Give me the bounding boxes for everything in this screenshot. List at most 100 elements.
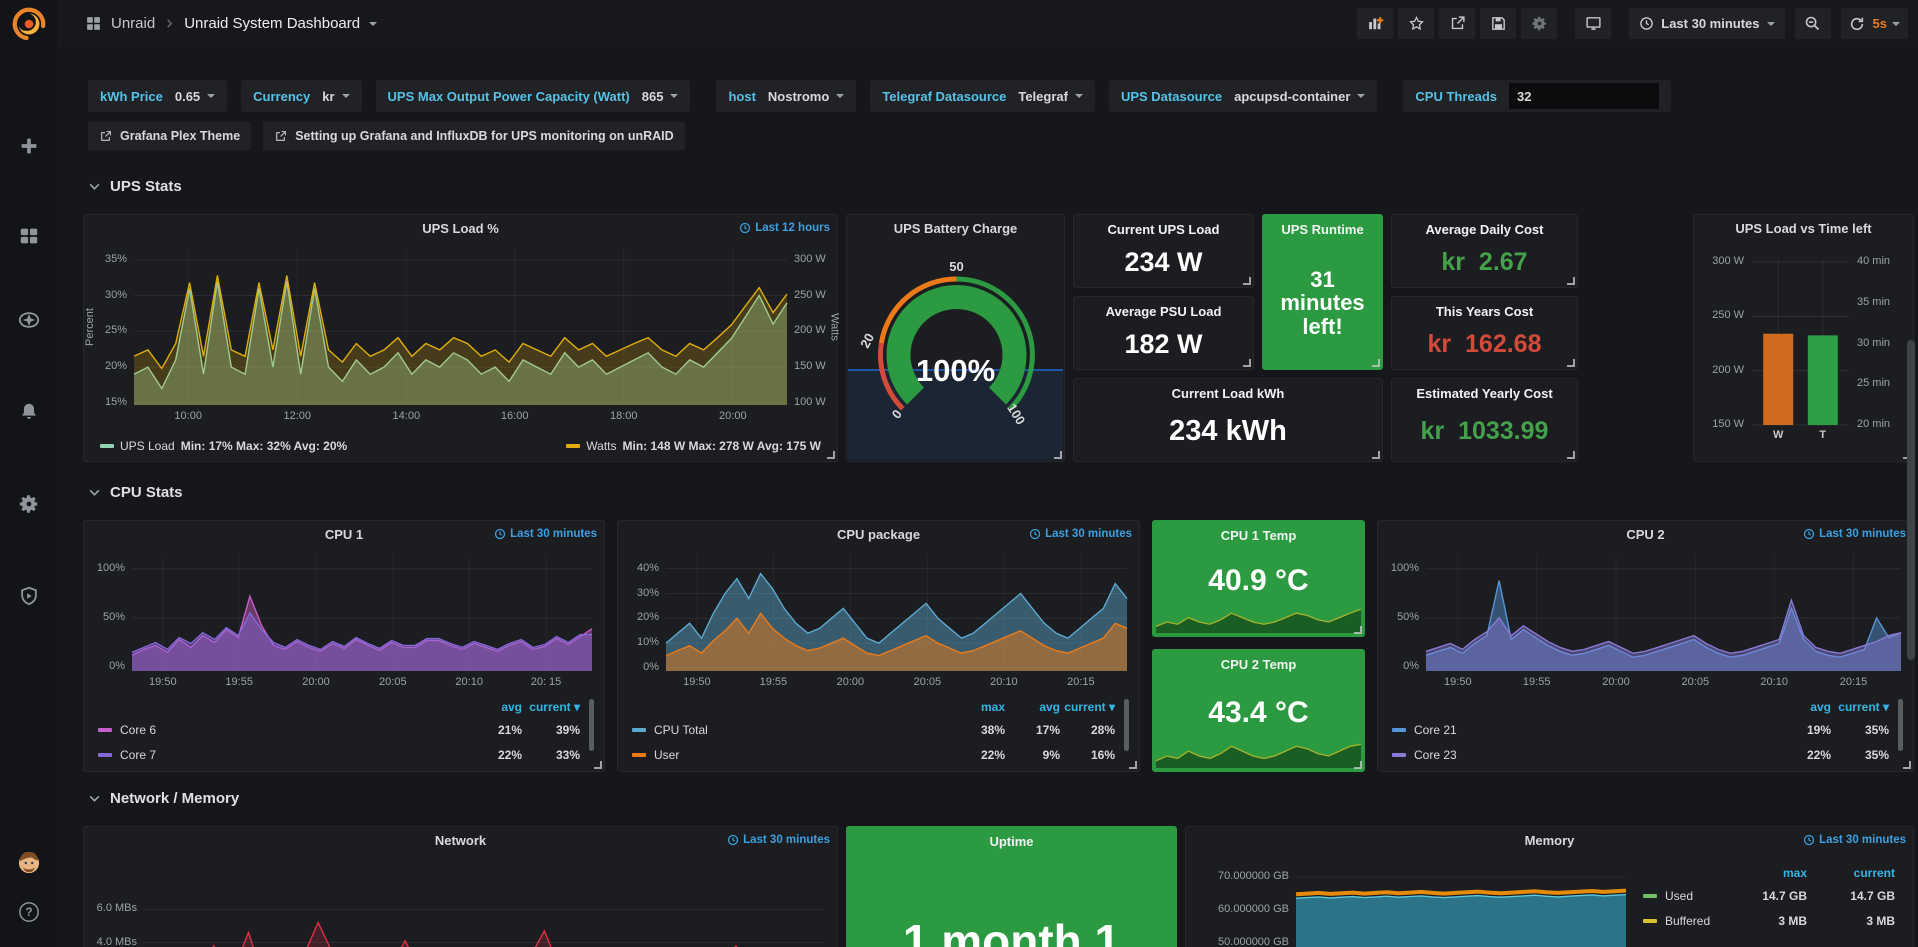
panel-time-range[interactable]: Last 30 minutes	[1803, 528, 1906, 540]
cpu2-chart[interactable]: 100% 50% 0% 19:50 19:55 20:00 20:05 20:10 20:15	[1391, 555, 1902, 688]
panel-title[interactable]: Current Load kWh	[1171, 386, 1285, 401]
legend-sort-header-max[interactable]: max	[980, 700, 1005, 714]
panel-title[interactable]: UPS Battery Charge	[893, 221, 1018, 236]
dashboard-title[interactable]: Unraid System Dashboard	[184, 15, 361, 32]
cpu1-chart[interactable]: 100% 50% 0% 19:50 19:55 20:00 20:05 20:10 20: 15	[97, 555, 593, 688]
legend-series-core-6[interactable]: Core 6	[98, 723, 464, 737]
cpu-threads-input[interactable]	[1509, 83, 1660, 109]
save-dashboard-button[interactable]	[1480, 8, 1517, 39]
variable-host[interactable]: host Nostromo	[716, 80, 857, 112]
legend-series-user[interactable]: User	[632, 748, 950, 762]
link-grafana-plex-theme[interactable]: Grafana Plex Theme	[88, 122, 252, 150]
add-panel-button[interactable]	[1357, 8, 1394, 39]
zoom-out-time-button[interactable]	[1794, 8, 1831, 39]
panel-title[interactable]: Average Daily Cost	[1425, 222, 1544, 237]
section-network-memory[interactable]: Network / Memory	[88, 790, 239, 807]
memory-chart[interactable]: 70.000000 GB 60.000000 GB 50.000000 GB	[1218, 859, 1627, 947]
panel-title[interactable]: Memory	[1524, 833, 1575, 848]
panel-title[interactable]: CPU 2 Temp	[1220, 657, 1297, 672]
panel-title[interactable]: CPU 1 Temp	[1220, 528, 1297, 543]
legend-scrollbar[interactable]	[1898, 699, 1903, 751]
panel-current-ups-load: Current UPS Load 234 W	[1073, 214, 1254, 288]
time-range-picker[interactable]: Last 30 minutes	[1629, 8, 1785, 39]
panel-time-range[interactable]: Last 30 minutes	[727, 834, 830, 846]
breadcrumb[interactable]: Unraid Unraid System Dashboard	[85, 0, 378, 47]
panel-title[interactable]: UPS Runtime	[1281, 222, 1364, 237]
variable-ups-max-output[interactable]: UPS Max Output Power Capacity (Watt) 865	[375, 80, 691, 112]
sidebar-item-configuration[interactable]	[0, 482, 57, 526]
svg-text:?: ?	[25, 905, 32, 919]
panel-title[interactable]: UPS Load vs Time left	[1735, 221, 1872, 236]
panel-time-range[interactable]: Last 30 minutes	[1803, 834, 1906, 846]
legend-series-used[interactable]: Used	[1643, 889, 1719, 903]
share-dashboard-button[interactable]	[1439, 8, 1476, 39]
legend-series-core-21[interactable]: Core 21	[1392, 723, 1773, 737]
load-vs-time-chart[interactable]: 300 W 250 W 200 W 150 W 40 min 35 min 30 min 25…	[1712, 255, 1890, 441]
legend-series-buffered[interactable]: Buffered	[1643, 914, 1719, 928]
legend-item-ups-load[interactable]: UPS Load Min: 17% Max: 32% Avg: 20%	[100, 438, 347, 454]
page-scrollbar[interactable]	[1907, 340, 1915, 660]
axis-tick-label: 20:15	[1839, 676, 1868, 688]
panel-time-range[interactable]: Last 30 minutes	[1029, 528, 1132, 540]
legend-sort-header-avg[interactable]: avg	[501, 700, 522, 714]
ups-load-chart[interactable]: 35% 30% 25% 20% 15% Percent 300 W 250 W 200 W 150…	[84, 249, 841, 422]
battery-gauge[interactable]: 0 20 50 100	[855, 243, 1058, 433]
panel-title[interactable]: Network	[434, 833, 487, 848]
sidebar-item-create[interactable]	[0, 124, 57, 168]
panel-title[interactable]: CPU 2	[1626, 527, 1665, 542]
legend-series-cpu-total[interactable]: CPU Total	[632, 723, 950, 737]
sidebar-item-profile[interactable]	[0, 841, 57, 885]
stat-value: 31 minutes left!	[1280, 267, 1371, 339]
legend-sort-header-avg[interactable]: avg	[1039, 700, 1060, 714]
legend-series-core-23[interactable]: Core 23	[1392, 748, 1773, 762]
panel-time-range[interactable]: Last 12 hours	[739, 222, 830, 234]
dashboard-settings-button[interactable]	[1521, 8, 1558, 39]
axis-tick-label: 250 W	[1712, 309, 1744, 322]
axis-tick-label: 6.0 MBs	[96, 902, 137, 915]
grafana-logo[interactable]	[8, 3, 49, 44]
breadcrumb-folder[interactable]: Unraid	[111, 15, 156, 32]
link-ups-monitoring-guide[interactable]: Setting up Grafana and InfluxDB for UPS …	[263, 122, 685, 150]
caret-down-icon	[1892, 21, 1900, 26]
sidebar-item-help[interactable]: ?	[0, 890, 57, 934]
section-cpu-stats[interactable]: CPU Stats	[88, 484, 183, 501]
panel-title[interactable]: Estimated Yearly Cost	[1416, 386, 1553, 401]
section-ups-stats[interactable]: UPS Stats	[88, 178, 182, 195]
variable-kwh-price[interactable]: kWh Price 0.65	[88, 80, 228, 112]
legend-series-core-7[interactable]: Core 7	[98, 748, 464, 762]
star-dashboard-button[interactable]	[1398, 8, 1435, 39]
refresh-interval-picker[interactable]: 5s	[1873, 16, 1900, 31]
legend-sort-header-max[interactable]: max	[1782, 866, 1807, 880]
panel-title[interactable]: CPU package	[836, 527, 921, 542]
legend-value: 19%	[1806, 722, 1831, 737]
cpu-package-chart[interactable]: 40% 30% 20% 10% 0% 19:50 19:55 20:00 20:05 20:10 2…	[637, 555, 1128, 688]
variable-telegraf-datasource[interactable]: Telegraf Datasource Telegraf	[870, 80, 1095, 112]
legend-sort-header-current[interactable]: current ▾	[1838, 700, 1889, 714]
sidebar-item-alerting[interactable]	[0, 390, 57, 434]
cycle-view-button[interactable]	[1575, 8, 1612, 39]
caret-down-icon	[836, 94, 845, 98]
panel-cpu-2: CPU 2 Last 30 minutes 100% 50% 0% 19:50 19:5…	[1377, 520, 1914, 772]
caret-down-icon	[1357, 94, 1366, 98]
sidebar-item-dashboards[interactable]	[0, 214, 57, 258]
legend-scrollbar[interactable]	[589, 699, 594, 751]
legend-scrollbar[interactable]	[1124, 699, 1129, 751]
legend-sort-header-avg[interactable]: avg	[1810, 700, 1831, 714]
panel-time-range[interactable]: Last 30 minutes	[494, 528, 597, 540]
sidebar-item-server-admin[interactable]	[0, 574, 57, 618]
panel-title[interactable]: UPS Load %	[422, 221, 499, 236]
legend-sort-header-current[interactable]: current	[1853, 866, 1895, 880]
variable-ups-datasource[interactable]: UPS Datasource apcupsd-container	[1108, 80, 1378, 112]
sidebar-item-explore[interactable]	[0, 298, 57, 342]
refresh-icon[interactable]	[1849, 16, 1865, 32]
variable-currency[interactable]: Currency kr	[241, 80, 362, 112]
panel-title[interactable]: This Years Cost	[1435, 304, 1534, 319]
legend-item-watts[interactable]: Watts Min: 148 W Max: 278 W Avg: 175 W	[566, 438, 821, 454]
panel-title[interactable]: CPU 1	[324, 527, 364, 542]
panel-title[interactable]: Current UPS Load	[1107, 222, 1220, 237]
legend-sort-header-current[interactable]: current ▾	[1064, 700, 1115, 714]
panel-title[interactable]: Uptime	[989, 834, 1034, 849]
panel-title[interactable]: Average PSU Load	[1105, 304, 1222, 319]
legend-sort-header-current[interactable]: current ▾	[529, 700, 580, 714]
